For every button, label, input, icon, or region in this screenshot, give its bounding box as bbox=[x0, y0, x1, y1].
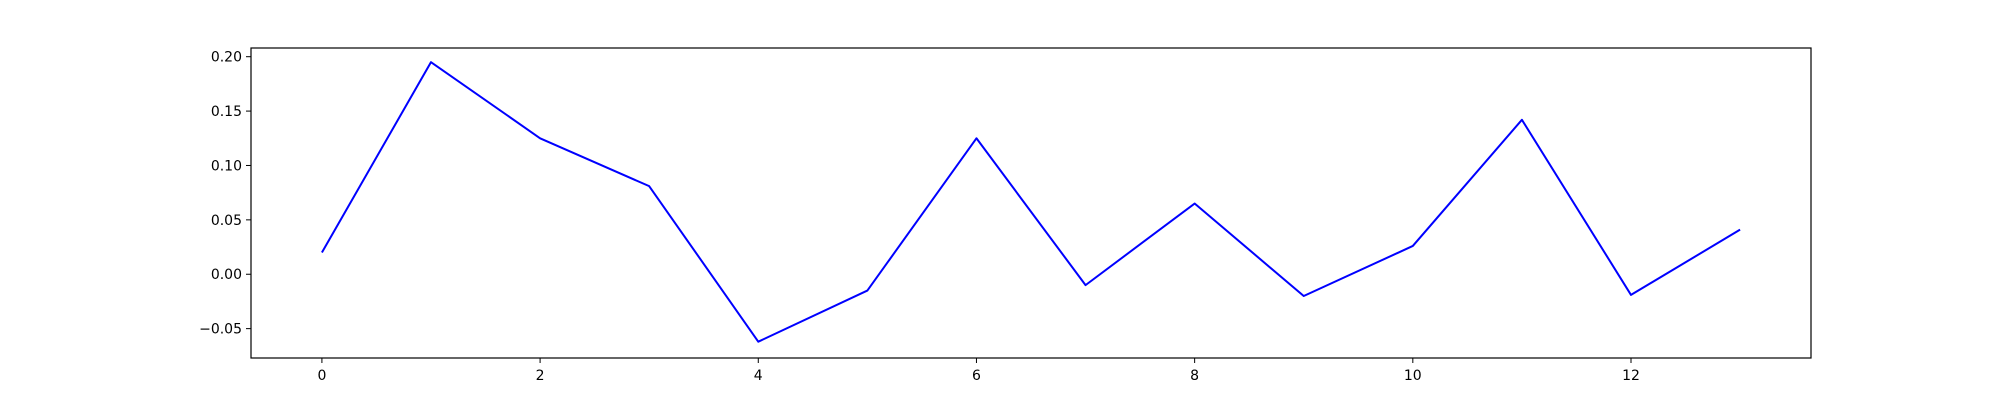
x-tick-label: 10 bbox=[1404, 368, 1422, 384]
x-tick-label: 2 bbox=[536, 368, 545, 384]
y-tick-label: 0.15 bbox=[211, 104, 242, 120]
x-tick-label: 12 bbox=[1622, 368, 1640, 384]
series-line bbox=[321, 61, 1741, 343]
x-tick-label: 0 bbox=[317, 368, 326, 384]
y-tick-label: −0.05 bbox=[199, 322, 242, 338]
series-layer bbox=[321, 61, 1741, 343]
x-tick-label: 6 bbox=[972, 368, 981, 384]
y-tick-label: 0.10 bbox=[211, 158, 242, 174]
x-tick-label: 4 bbox=[754, 368, 763, 384]
x-tick-label: 8 bbox=[1190, 368, 1199, 384]
axes-frame bbox=[250, 47, 1812, 359]
y-tick-label: 0.20 bbox=[211, 50, 242, 66]
y-tick-label: 0.00 bbox=[211, 267, 242, 283]
ticks-layer: 0 2 4 6 8 10 12 −0.05 0.00 0.05 0.10 0.15 0.20 bbox=[199, 50, 1640, 384]
y-tick-label: 0.05 bbox=[211, 213, 242, 229]
